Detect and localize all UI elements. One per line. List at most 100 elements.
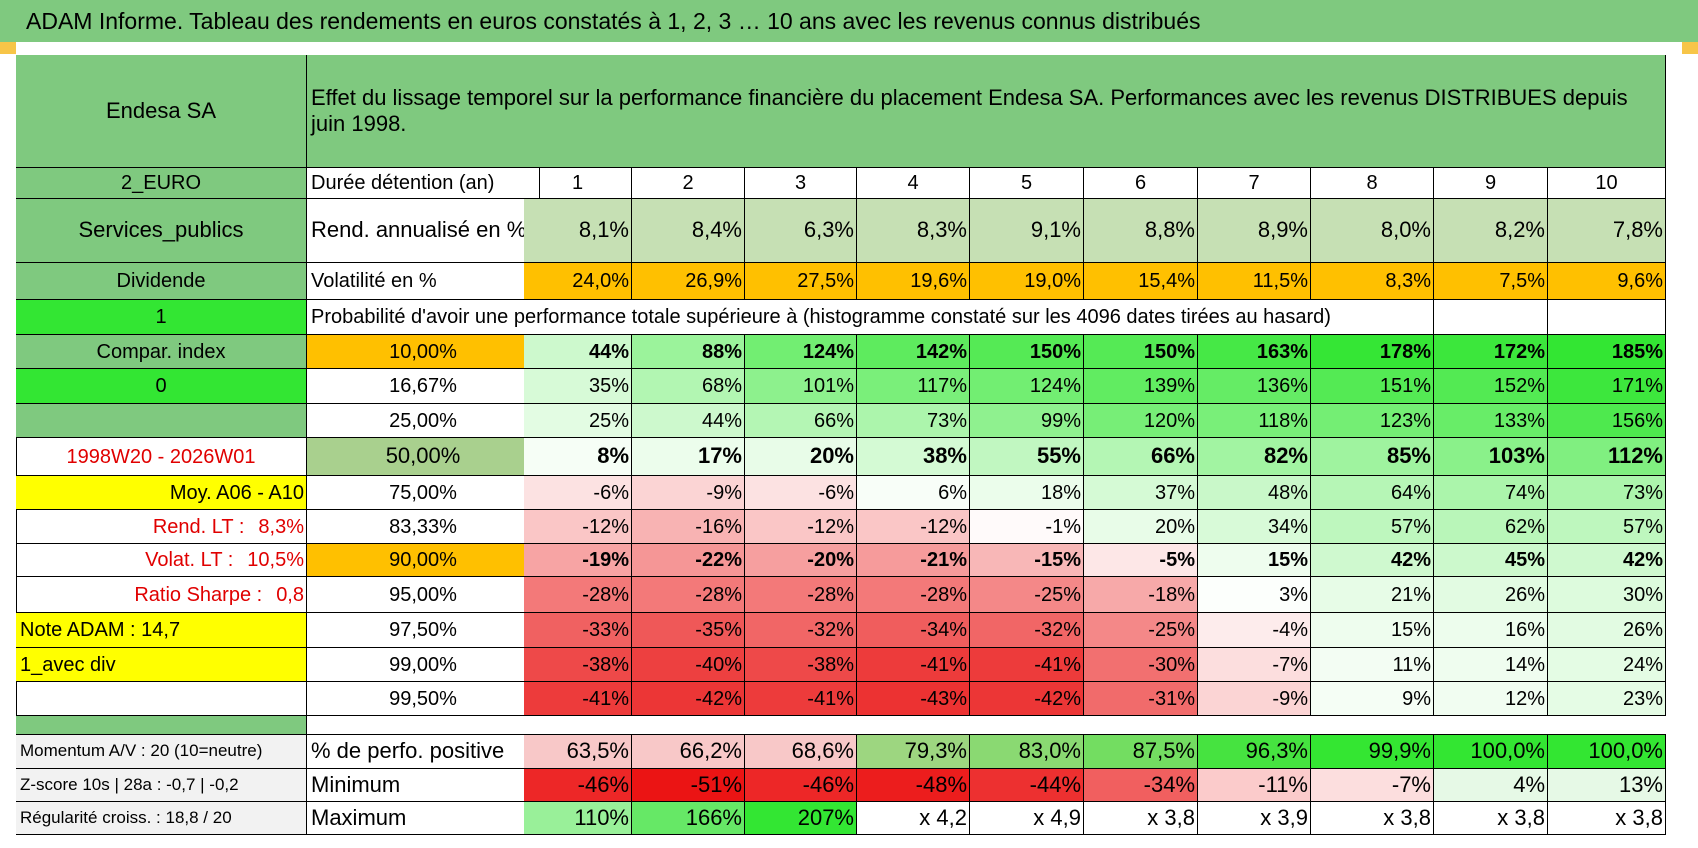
quantile-value: -21% — [857, 544, 970, 577]
company-name: Endesa SA — [16, 55, 307, 168]
rend-lt: Rend. LT : 8,3% — [16, 510, 307, 544]
rend-value: 8,4% — [632, 199, 745, 263]
quantile-value: 34% — [1198, 510, 1311, 544]
quantile-value: 117% — [857, 369, 970, 404]
quantile-value: 136% — [1198, 369, 1311, 404]
quantile-value: 178% — [1311, 335, 1434, 369]
quantile-value: 42% — [1311, 544, 1434, 577]
moy-label: Moy. A06 - A10 — [16, 476, 307, 510]
rend-value: 8,0% — [1311, 199, 1434, 263]
bottom-value: 66,2% — [632, 735, 745, 769]
quantile-value: 142% — [857, 335, 970, 369]
bottom-value: 68,6% — [745, 735, 857, 769]
quantile-value: -4% — [1198, 613, 1311, 648]
quantile-value: 20% — [745, 438, 857, 476]
bottom-value: x 3,8 — [1548, 802, 1666, 835]
quantile-level: 75,00% — [307, 476, 540, 510]
bottom-row-label: Maximum — [307, 802, 540, 835]
quantile-value: 16% — [1434, 613, 1548, 648]
vol-value: 26,9% — [632, 263, 745, 300]
quantile-value: 163% — [1198, 335, 1311, 369]
vol-value: 11,5% — [1198, 263, 1311, 300]
vol-value: 19,0% — [970, 263, 1084, 300]
quantile-value: 55% — [970, 438, 1084, 476]
rend-value: 8,9% — [1198, 199, 1311, 263]
corner-marker-left — [0, 42, 16, 54]
period-label: 1998W20 - 2026W01 — [16, 438, 307, 476]
quantile-value: -31% — [1084, 682, 1198, 716]
bottom-value: -44% — [970, 769, 1084, 802]
quantile-level: 83,33% — [307, 510, 540, 544]
quantile-value: 73% — [857, 404, 970, 438]
quantile-value: 118% — [1198, 404, 1311, 438]
sharpe-ratio: Ratio Sharpe : 0,8 — [16, 577, 307, 613]
year-header: 4 — [857, 168, 970, 199]
quantile-value: 66% — [745, 404, 857, 438]
empty-cell — [16, 682, 307, 716]
quantile-value: 101% — [745, 369, 857, 404]
quantile-value: -7% — [1198, 648, 1311, 682]
bottom-value: x 3,8 — [1311, 802, 1434, 835]
quantile-value: 25% — [524, 404, 632, 438]
quantile-value: 38% — [857, 438, 970, 476]
quantile-value: 21% — [1311, 577, 1434, 613]
quantile-value: -40% — [632, 648, 745, 682]
bottom-value: -46% — [745, 769, 857, 802]
quantile-value: -43% — [857, 682, 970, 716]
header-description: Effet du lissage temporel sur la perform… — [307, 55, 1666, 168]
quantile-value: 139% — [1084, 369, 1198, 404]
value-text: 10,5% — [247, 549, 304, 571]
quantile-value: -12% — [524, 510, 632, 544]
empty-green-cell — [16, 404, 307, 438]
quantile-value: -1% — [970, 510, 1084, 544]
quantile-value: -20% — [745, 544, 857, 577]
bottom-value: 63,5% — [524, 735, 632, 769]
quantile-level: 50,00% — [307, 438, 540, 476]
bottom-value: x 4,9 — [970, 802, 1084, 835]
quantile-value: 14% — [1434, 648, 1548, 682]
rend-value: 8,2% — [1434, 199, 1548, 263]
label-text: Ratio Sharpe : — [134, 583, 263, 606]
quantile-value: 151% — [1311, 369, 1434, 404]
type-label: Dividende — [16, 263, 307, 300]
quantile-value: 103% — [1434, 438, 1548, 476]
quantile-value: 150% — [1084, 335, 1198, 369]
note-adam: Note ADAM : 14,7 — [16, 613, 307, 648]
rend-value: 7,8% — [1548, 199, 1666, 263]
quantile-value: 123% — [1311, 404, 1434, 438]
quantile-value: 26% — [1548, 613, 1666, 648]
separator-green — [16, 716, 307, 735]
quantile-level: 99,00% — [307, 648, 540, 682]
empty-cell — [1548, 300, 1666, 335]
quantile-value: 42% — [1548, 544, 1666, 577]
sector-label: Services_publics — [16, 199, 307, 263]
bottom-value: 207% — [745, 802, 857, 835]
quantile-value: 82% — [1198, 438, 1311, 476]
quantile-value: 26% — [1434, 577, 1548, 613]
bottom-value: x 4,2 — [857, 802, 970, 835]
quantile-value: 171% — [1548, 369, 1666, 404]
quantile-value: 24% — [1548, 648, 1666, 682]
value-text: 8,3% — [258, 515, 304, 538]
quantile-value: -12% — [857, 510, 970, 544]
quantile-value: 133% — [1434, 404, 1548, 438]
rend-value: 9,1% — [970, 199, 1084, 263]
quantile-value: 62% — [1434, 510, 1548, 544]
quantile-value: 35% — [524, 369, 632, 404]
year-header: 1 — [524, 168, 632, 199]
quantile-value: -32% — [970, 613, 1084, 648]
quantile-level: 16,67% — [307, 369, 540, 404]
year-header: 2 — [632, 168, 745, 199]
quantile-value: -30% — [1084, 648, 1198, 682]
vol-label: Volatilité en % — [307, 263, 540, 300]
quantile-value: 6% — [857, 476, 970, 510]
year-header: 9 — [1434, 168, 1548, 199]
quantile-value: 17% — [632, 438, 745, 476]
quantile-value: 88% — [632, 335, 745, 369]
year-header: 3 — [745, 168, 857, 199]
quantile-level: 95,00% — [307, 577, 540, 613]
quantile-value: 15% — [1311, 613, 1434, 648]
quantile-value: -18% — [1084, 577, 1198, 613]
quantile-level: 99,50% — [307, 682, 540, 716]
rend-value: 6,3% — [745, 199, 857, 263]
